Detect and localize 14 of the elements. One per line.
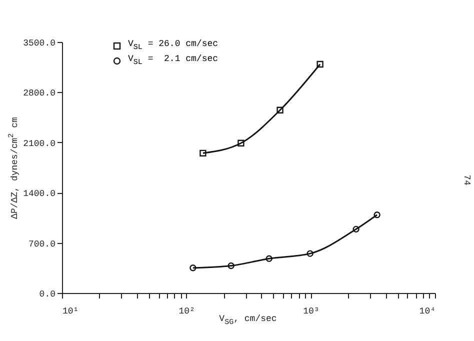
y-tick-label: 1400.0	[23, 189, 56, 200]
y-tick-label: 2100.0	[23, 138, 56, 149]
legend-label: V$_{SL}$ = 26.0 cm/sec	[128, 39, 218, 52]
x-tick-label: 10²	[178, 306, 195, 316]
y-tick-label: 3500.0	[23, 38, 56, 48]
x-tick-label: 10¹	[62, 306, 79, 316]
text: 74	[462, 174, 472, 186]
x-axis-title: V$_{SG}$, cm/sec	[219, 314, 277, 327]
x-tick-label: 10³	[303, 306, 320, 316]
y-tick-label: 0.0	[39, 290, 56, 300]
legend-label: V$_{SL}$ = 2.1 cm/sec	[128, 54, 218, 67]
x-tick-label: 10⁴	[419, 306, 436, 316]
y-tick-label: 2800.0	[23, 88, 56, 99]
y-tick-label: 700.0	[28, 239, 56, 250]
